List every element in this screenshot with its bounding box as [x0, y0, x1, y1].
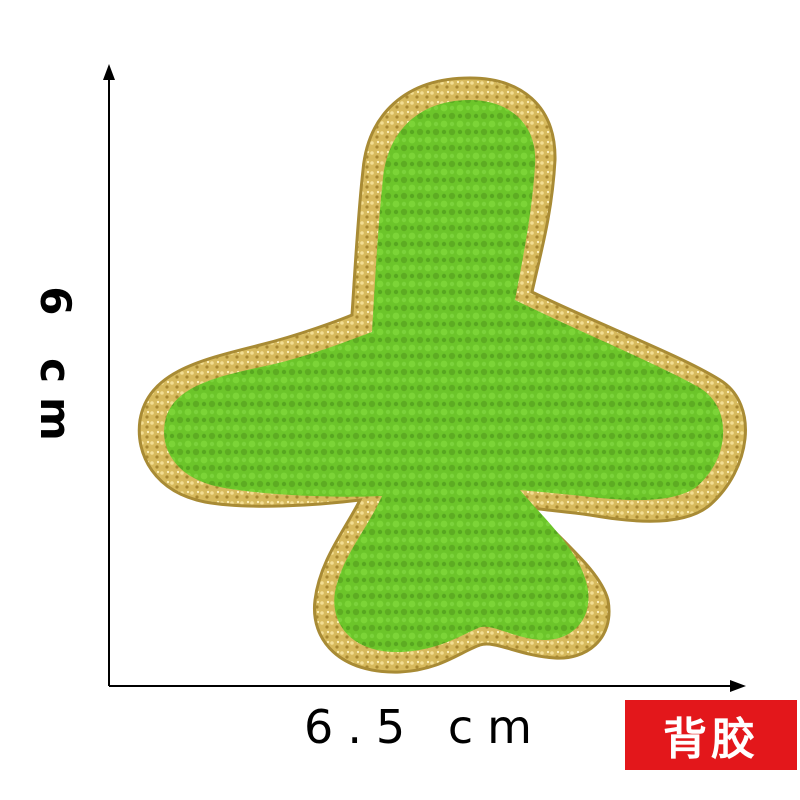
- height-dimension-label: 6 cm: [0, 270, 110, 470]
- width-dimension-arrow: [109, 680, 746, 692]
- width-dimension-label: 6.5 cm: [304, 700, 546, 754]
- height-dimension-text: 6 cm: [30, 285, 80, 455]
- airplane-patch: [164, 100, 724, 653]
- adhesive-backing-badge: 背胶: [625, 700, 797, 770]
- height-dimension-arrow: [103, 64, 115, 686]
